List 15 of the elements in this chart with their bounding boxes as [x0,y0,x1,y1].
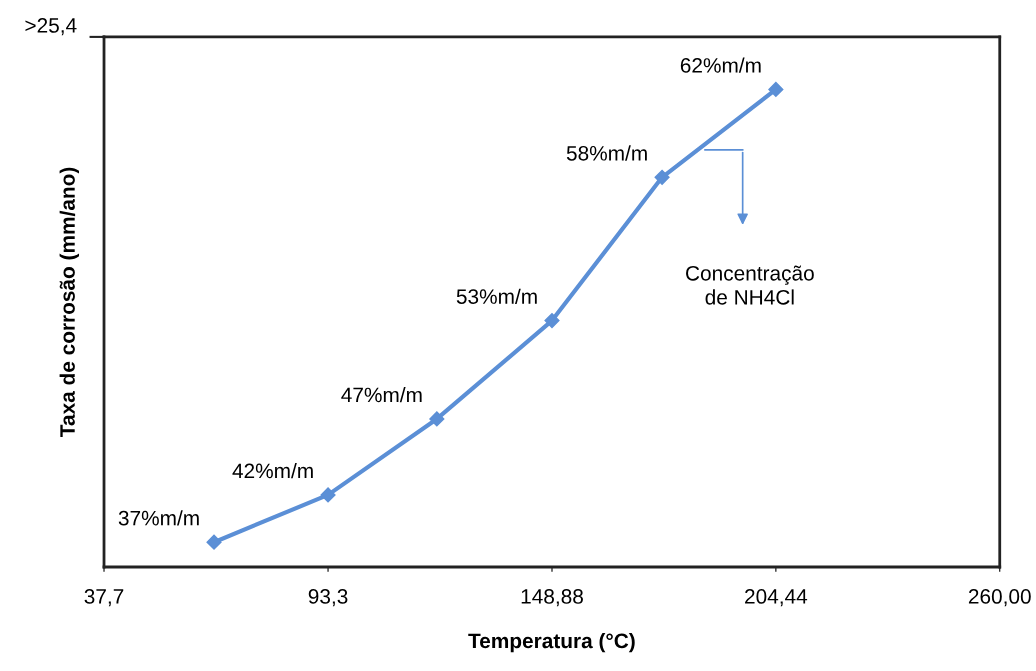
annotation: 62%m/m [680,57,761,73]
annotation: 53%m/m [456,288,537,304]
x-tick-label: 93,3 [308,589,348,607]
x-tick-label: 148,88 [521,589,583,607]
x-tick-label: 260,00 [968,589,1031,607]
x-axis-title: Temperatura (°C) [468,632,635,653]
y-axis-title: Taxa de corrosão (mm/ano) [59,167,80,437]
x-tick-label: 37,7 [84,589,124,607]
annotation: 42%m/m [232,462,313,479]
text: >25,4 [25,18,77,36]
annotation: 47%m/m [341,387,422,403]
annotation: Concentração de NH4Cl [686,265,814,305]
x-tick-label: 204,44 [745,589,808,607]
annotation: 37%m/m [118,510,199,526]
annotation: 58%m/m [566,145,647,161]
